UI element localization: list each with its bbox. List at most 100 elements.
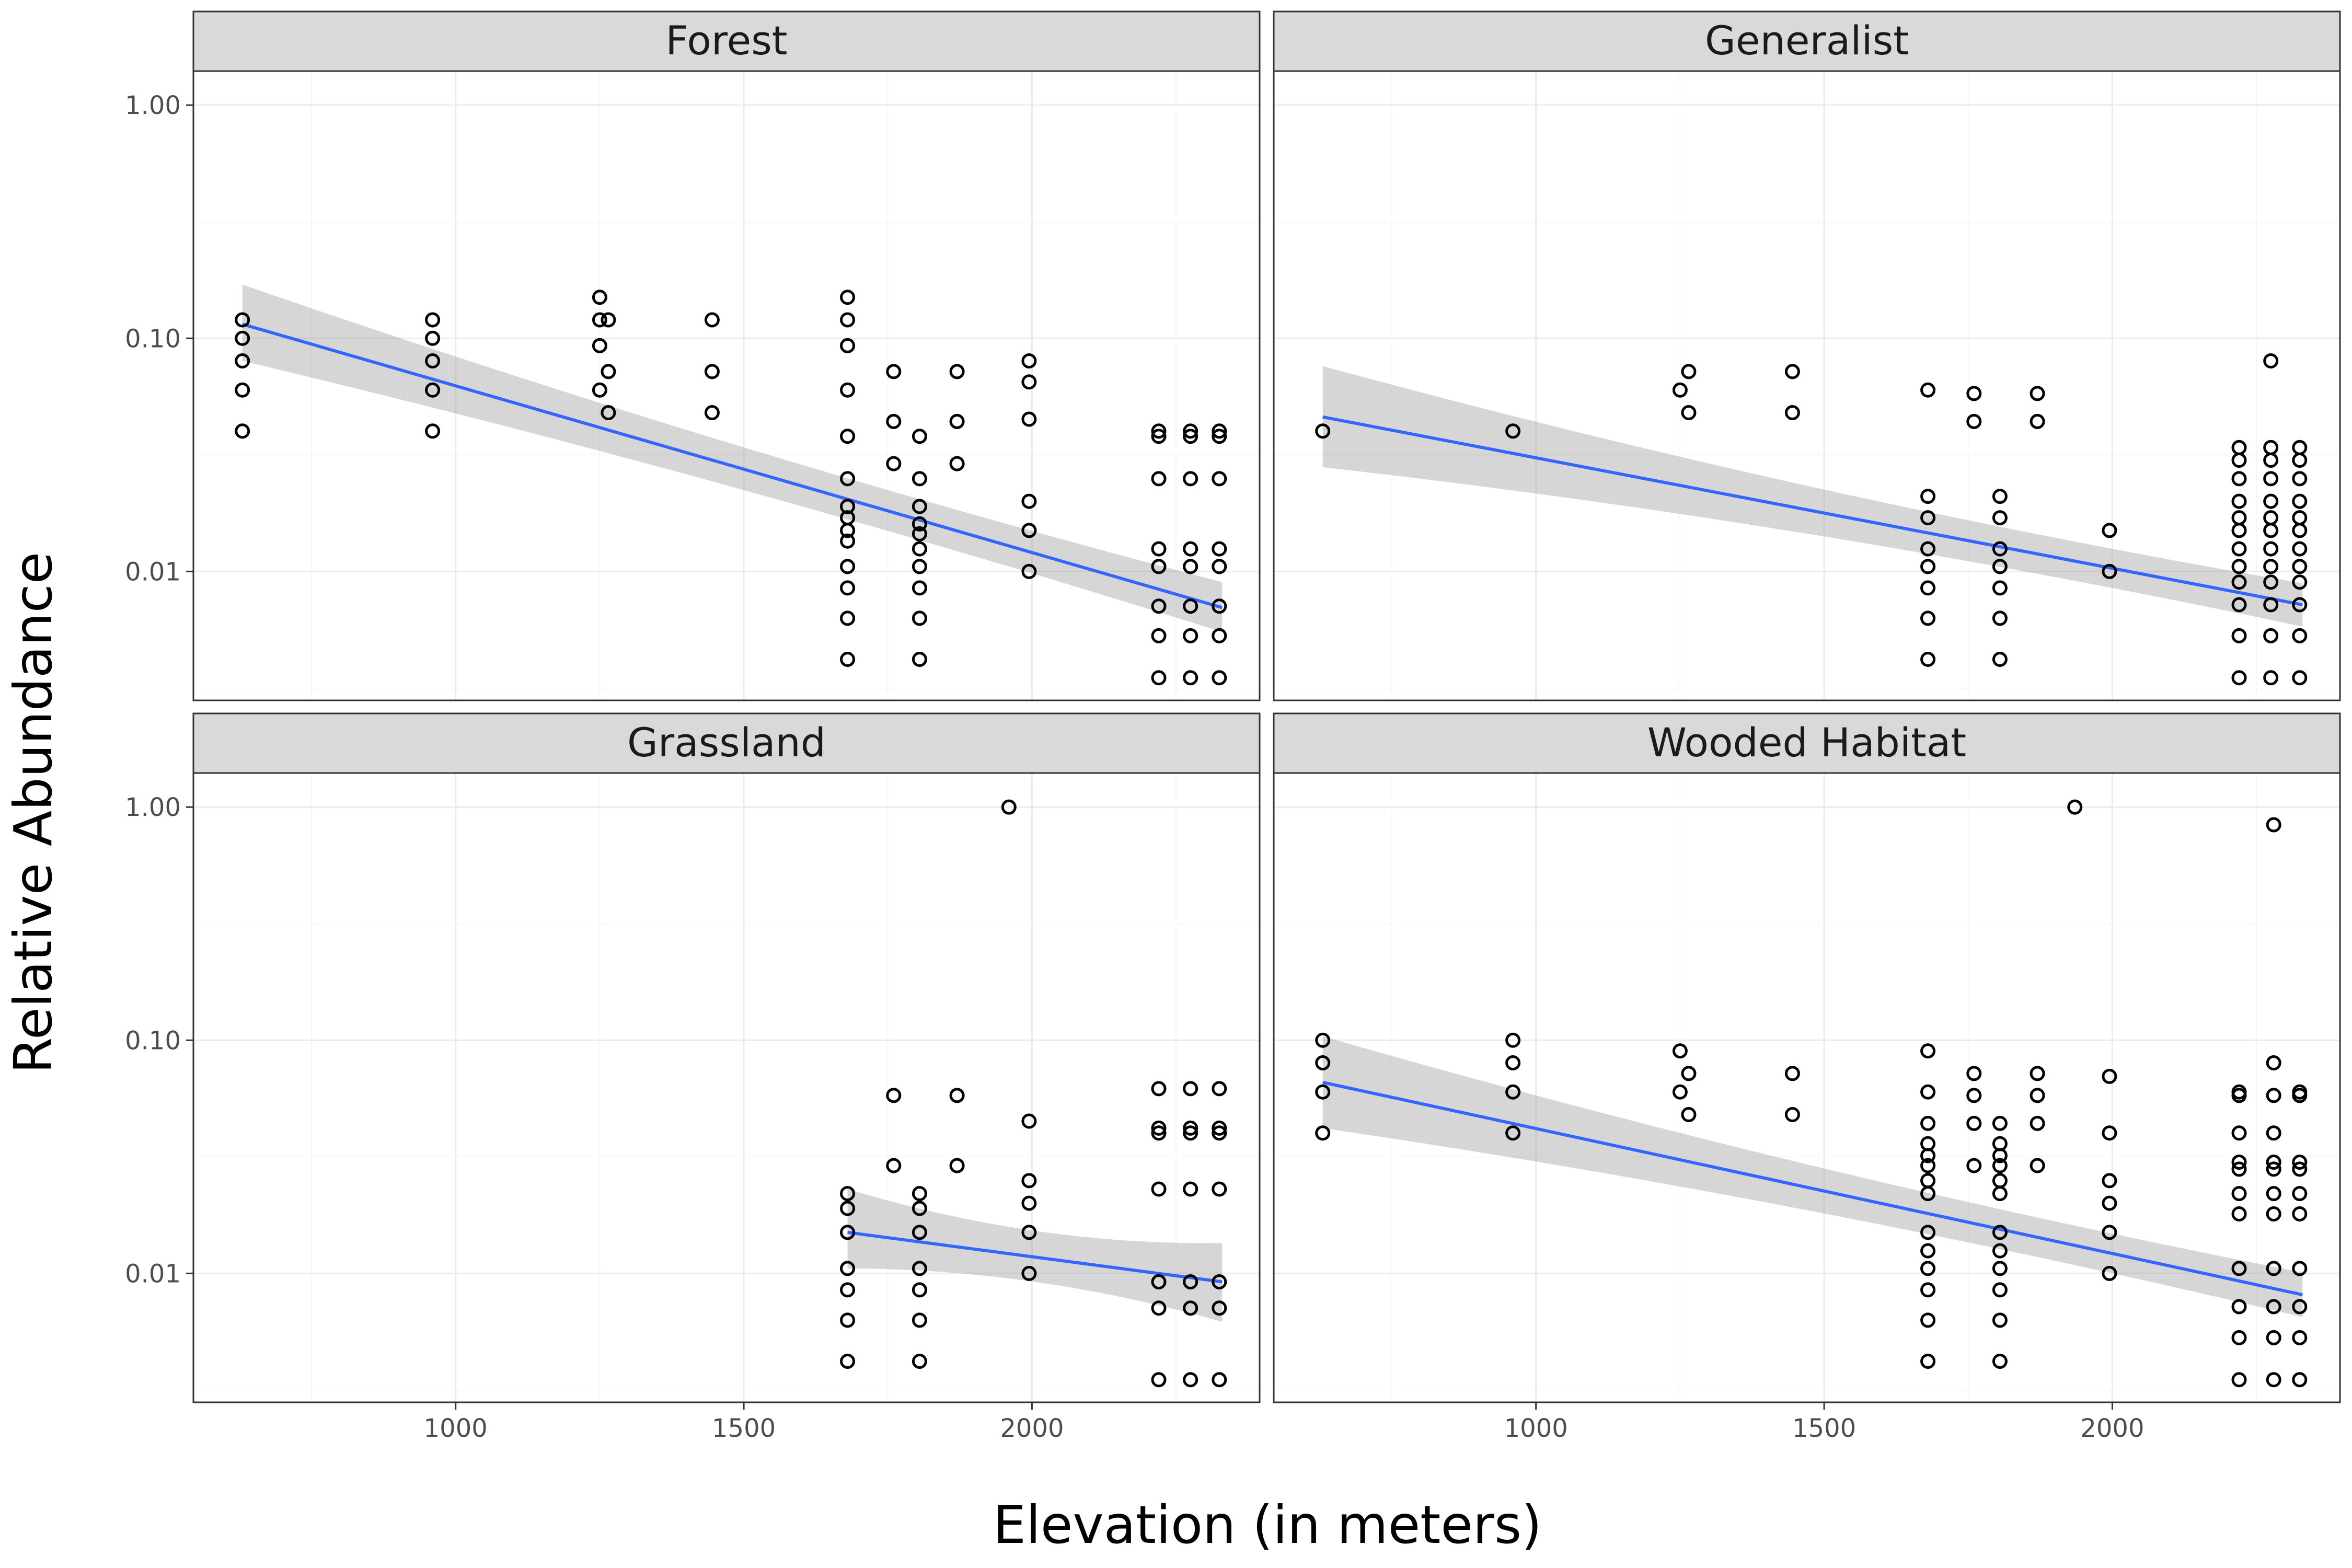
data-point <box>2292 574 2308 590</box>
data-point <box>1183 423 1198 439</box>
data-point <box>2263 523 2279 538</box>
data-point <box>1505 1084 1521 1100</box>
panel-wooded-habitat: Wooded Habitat 1000 1500 2000 <box>1273 712 2341 1443</box>
data-point <box>1672 382 1688 398</box>
data-point <box>1505 1032 1521 1048</box>
data-point <box>425 330 441 346</box>
y-tick-label: 0.01 <box>125 1259 181 1288</box>
data-point <box>2266 1161 2281 1177</box>
data-point <box>2030 1158 2045 1173</box>
data-point <box>1212 429 1227 444</box>
data-point <box>840 338 856 353</box>
data-point <box>2292 1186 2308 1202</box>
panel-border <box>192 772 1261 1403</box>
x-tick-label: 1500 <box>1792 1414 1856 1443</box>
panel-background <box>1274 71 2340 700</box>
data-point <box>235 423 250 439</box>
data-point <box>912 1261 927 1276</box>
facet-title: Grassland <box>627 719 826 766</box>
data-point <box>912 1353 927 1369</box>
data-point <box>1212 423 1227 439</box>
data-point <box>2231 559 2247 574</box>
data-point <box>2292 523 2308 538</box>
data-point <box>2231 1299 2247 1315</box>
data-point <box>1672 1084 1688 1100</box>
data-point <box>425 423 441 439</box>
data-point <box>592 290 607 305</box>
data-point <box>2231 670 2247 686</box>
y-tick-label: 0.10 <box>125 1026 181 1055</box>
data-point <box>2292 597 2308 613</box>
confidence-ribbon <box>1322 1036 2303 1317</box>
data-point <box>912 516 927 532</box>
data-point <box>1183 471 1198 487</box>
y-tick-label: 0.10 <box>125 324 181 353</box>
data-point <box>1183 1081 1198 1097</box>
panel-background <box>193 773 1260 1402</box>
data-point <box>1681 1106 1697 1122</box>
data-point <box>2292 628 2308 643</box>
panel-background <box>1274 773 2340 1402</box>
data-point <box>704 364 720 379</box>
confidence-ribbon <box>1322 366 2303 627</box>
data-point <box>1021 353 1037 369</box>
data-point <box>1183 541 1198 557</box>
data-point <box>2102 1068 2117 1084</box>
data-point <box>1920 1148 1936 1163</box>
data-point <box>840 312 856 328</box>
data-point <box>1021 374 1037 390</box>
data-point <box>1672 1043 1688 1059</box>
data-point <box>235 353 250 369</box>
data-point <box>2263 493 2279 509</box>
data-point <box>1151 1274 1167 1290</box>
data-point <box>1920 1225 1936 1240</box>
data-point <box>1021 523 1037 538</box>
data-point <box>425 353 441 369</box>
data-point <box>2266 1330 2281 1345</box>
data-point <box>601 405 616 420</box>
data-point <box>2231 1161 2247 1177</box>
data-point <box>912 1225 927 1240</box>
data-point <box>1920 1084 1936 1100</box>
data-point <box>912 499 927 514</box>
data-point <box>912 541 927 557</box>
data-point <box>1920 382 1936 398</box>
data-point <box>1681 1066 1697 1081</box>
data-point <box>1021 493 1037 509</box>
data-point <box>2231 1372 2247 1388</box>
data-point <box>1681 364 1697 379</box>
data-point <box>2030 1115 2045 1131</box>
data-point <box>2263 628 2279 643</box>
data-point <box>1966 1115 1982 1131</box>
data-point <box>912 651 927 667</box>
data-point <box>1505 423 1521 439</box>
data-point <box>1151 598 1167 614</box>
panel-generalist: Generalist <box>1273 10 2341 701</box>
data-point <box>1784 405 1800 420</box>
data-point <box>840 1201 856 1216</box>
x-tick-label: 1000 <box>1504 1414 1568 1443</box>
data-point <box>1920 651 1936 667</box>
data-point <box>2102 1265 2117 1281</box>
panel-grassland: Grassland 0.01 0.10 1.00 1000 1500 2000 <box>125 712 1261 1443</box>
data-point <box>1212 471 1227 487</box>
data-point <box>1992 1115 2008 1131</box>
data-point <box>949 1158 965 1173</box>
data-point <box>1021 1225 1037 1240</box>
data-point <box>2102 563 2117 579</box>
data-point <box>1183 559 1198 574</box>
data-point <box>886 413 902 429</box>
data-point <box>704 312 720 328</box>
data-point <box>1315 1055 1331 1071</box>
data-point <box>2292 541 2308 557</box>
data-point <box>1021 1173 1037 1189</box>
y-axis-title: Relative Abundance <box>3 552 64 1074</box>
data-point <box>1151 1372 1167 1388</box>
data-point <box>1021 411 1037 427</box>
data-point <box>1920 1282 1936 1298</box>
x-axis-title: Elevation (in meters) <box>993 1494 1542 1555</box>
data-point <box>1920 1186 1936 1202</box>
data-point <box>1151 628 1167 643</box>
data-point <box>1966 1158 1982 1173</box>
data-point <box>2231 1088 2247 1103</box>
